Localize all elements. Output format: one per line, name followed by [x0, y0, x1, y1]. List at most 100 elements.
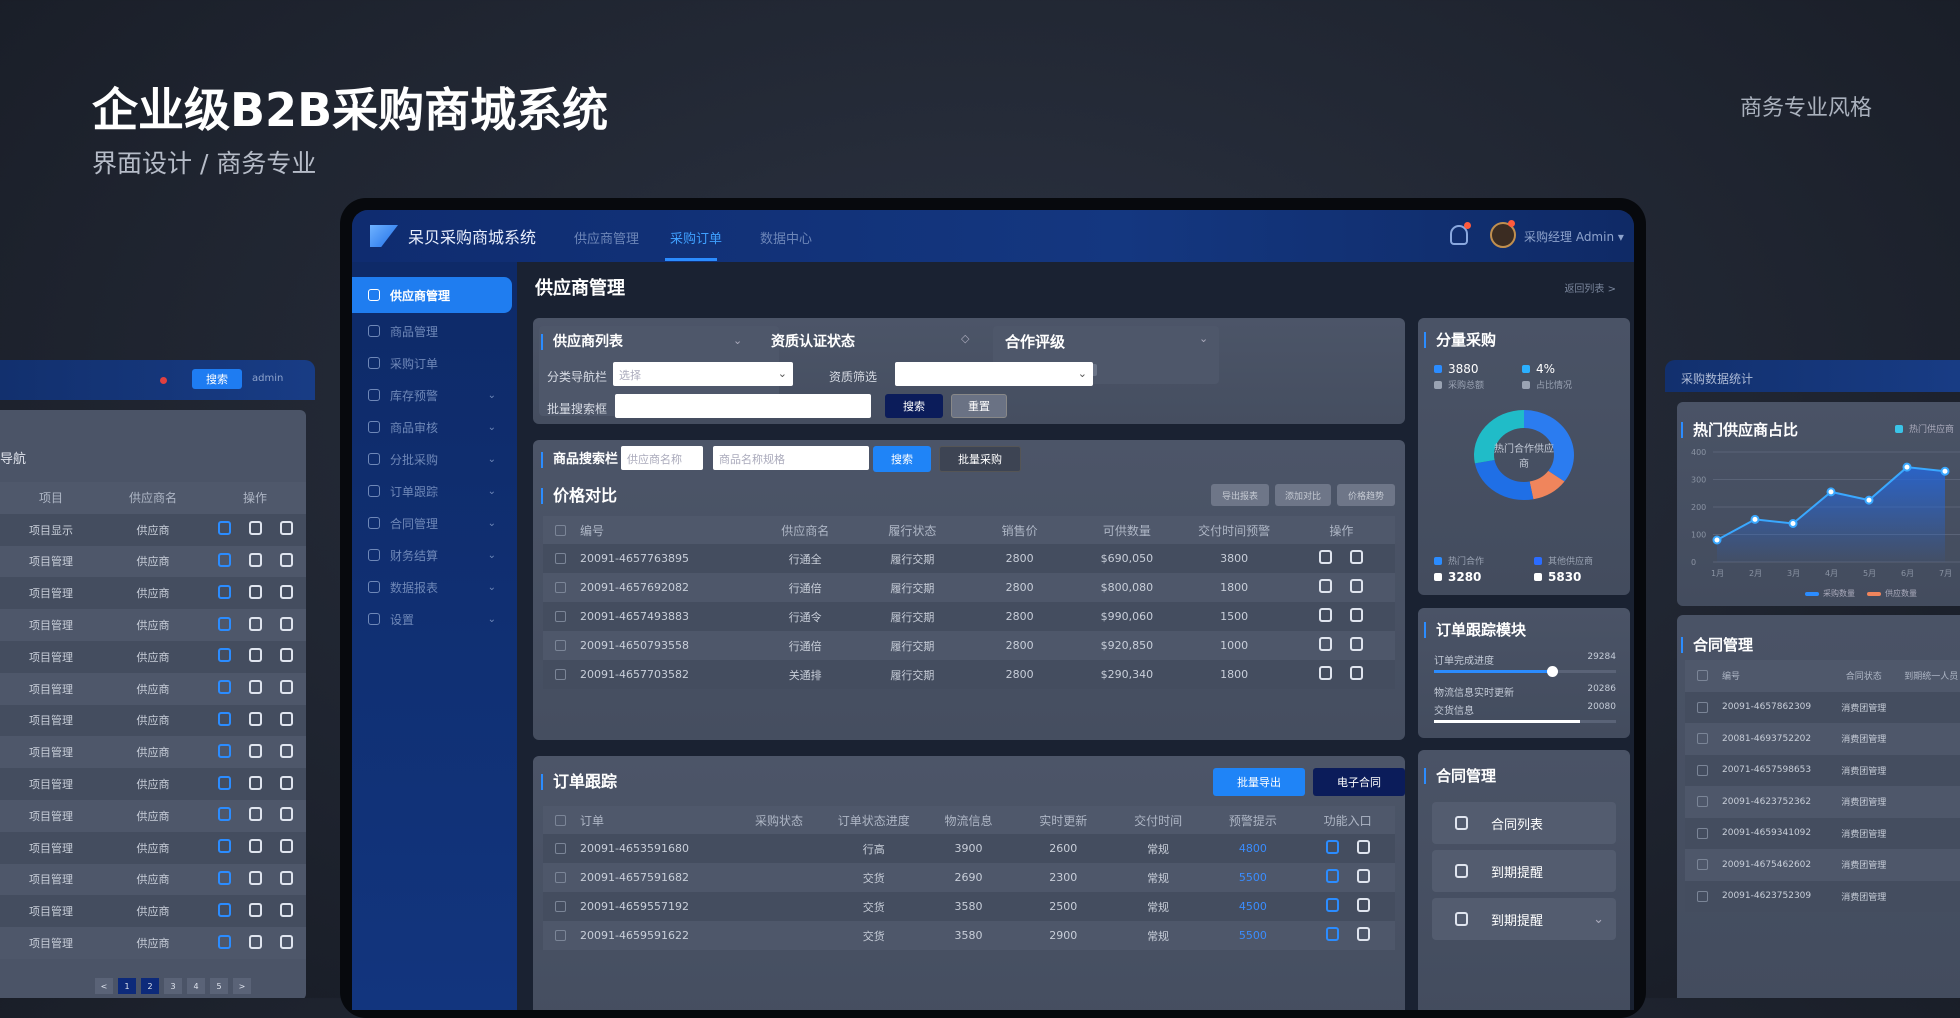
- batch-search-input[interactable]: [615, 394, 871, 418]
- download-icon[interactable]: [1357, 898, 1370, 912]
- select-all-checkbox[interactable]: [555, 525, 566, 536]
- row-checkbox[interactable]: [1697, 733, 1708, 744]
- clipboard-icon[interactable]: [1326, 898, 1339, 912]
- chevron-down-icon[interactable]: ⌄: [1199, 332, 1208, 345]
- home-icon[interactable]: [218, 807, 231, 821]
- row-checkbox[interactable]: [1697, 702, 1708, 713]
- card-icon[interactable]: [280, 521, 293, 535]
- sidebar-item[interactable]: 财务结算⌄: [352, 537, 512, 573]
- building-icon[interactable]: [249, 839, 262, 853]
- row-checkbox[interactable]: [555, 843, 566, 854]
- breadcrumb-link[interactable]: 返回列表 >: [1564, 280, 1616, 295]
- sidebar-item[interactable]: 采购订单: [352, 345, 512, 381]
- nav-suppliers[interactable]: 供应商管理: [574, 228, 639, 247]
- chevron-down-icon[interactable]: ⌄: [488, 550, 496, 561]
- data-point[interactable]: [1790, 520, 1797, 527]
- left-search-button[interactable]: 搜索: [192, 369, 242, 389]
- document-icon[interactable]: [1350, 637, 1363, 651]
- download-icon[interactable]: [1357, 927, 1370, 941]
- building-icon[interactable]: [249, 617, 262, 631]
- page-button[interactable]: <: [95, 978, 113, 994]
- batch-purchase-button[interactable]: 批量采购: [939, 446, 1021, 472]
- row-checkbox[interactable]: [555, 930, 566, 941]
- sidebar-item[interactable]: 供应商管理: [352, 277, 512, 313]
- row-checkbox[interactable]: [555, 611, 566, 622]
- reset-button[interactable]: 重置: [951, 394, 1007, 418]
- data-point[interactable]: [1942, 468, 1949, 475]
- page-button[interactable]: 1: [118, 978, 136, 994]
- sidebar-item[interactable]: 商品审核⌄: [352, 409, 512, 445]
- row-checkbox[interactable]: [555, 669, 566, 680]
- home-icon[interactable]: [218, 680, 231, 694]
- row-checkbox[interactable]: [555, 872, 566, 883]
- row-checkbox[interactable]: [1697, 891, 1708, 902]
- row-checkbox[interactable]: [555, 553, 566, 564]
- card-icon[interactable]: [280, 585, 293, 599]
- card-icon[interactable]: [280, 553, 293, 567]
- supplier-name-input[interactable]: 供应商名称: [621, 446, 703, 470]
- row-checkbox[interactable]: [555, 901, 566, 912]
- table-row[interactable]: 项目管理供应商: [0, 768, 306, 800]
- filter-icon[interactable]: ◇: [961, 332, 969, 345]
- sidebar-item[interactable]: 订单跟踪⌄: [352, 473, 512, 509]
- export-report-button[interactable]: 导出报表: [1211, 484, 1269, 506]
- building-icon[interactable]: [249, 935, 262, 949]
- building-icon[interactable]: [249, 712, 262, 726]
- page-button[interactable]: 2: [141, 978, 159, 994]
- data-point[interactable]: [1904, 464, 1911, 471]
- building-icon[interactable]: [249, 585, 262, 599]
- view-icon[interactable]: [1319, 666, 1332, 680]
- view-icon[interactable]: [1319, 550, 1332, 564]
- price-trend-button[interactable]: 价格趋势: [1337, 484, 1395, 506]
- batch-export-button[interactable]: 批量导出: [1213, 768, 1305, 796]
- card-icon[interactable]: [280, 871, 293, 885]
- table-row[interactable]: 项目管理供应商: [0, 927, 306, 959]
- card-icon[interactable]: [280, 807, 293, 821]
- select-all-checkbox[interactable]: [1697, 670, 1708, 681]
- chevron-down-icon[interactable]: ⌄: [1593, 912, 1604, 927]
- building-icon[interactable]: [249, 871, 262, 885]
- chevron-down-icon[interactable]: ⌄: [488, 518, 496, 529]
- building-icon[interactable]: [249, 807, 262, 821]
- row-checkbox[interactable]: [555, 582, 566, 593]
- chevron-down-icon[interactable]: ⌄: [488, 614, 496, 625]
- home-icon[interactable]: [218, 744, 231, 758]
- table-row[interactable]: 项目管理供应商: [0, 895, 306, 927]
- sidebar-item[interactable]: 数据报表⌄: [352, 569, 512, 605]
- table-row[interactable]: 项目管理供应商: [0, 736, 306, 768]
- building-icon[interactable]: [249, 776, 262, 790]
- card-icon[interactable]: [280, 744, 293, 758]
- home-icon[interactable]: [218, 839, 231, 853]
- home-icon[interactable]: [218, 776, 231, 790]
- card-icon[interactable]: [280, 839, 293, 853]
- category-select[interactable]: 选择⌄: [613, 362, 793, 386]
- row-checkbox[interactable]: [1697, 796, 1708, 807]
- building-icon[interactable]: [249, 903, 262, 917]
- home-icon[interactable]: [218, 617, 231, 631]
- chevron-down-icon[interactable]: ⌄: [488, 422, 496, 433]
- home-icon[interactable]: [218, 903, 231, 917]
- chevron-down-icon[interactable]: ⌄: [488, 486, 496, 497]
- table-row[interactable]: 项目管理供应商: [0, 832, 306, 864]
- home-icon[interactable]: [218, 935, 231, 949]
- table-row[interactable]: 项目管理供应商: [0, 864, 306, 896]
- home-icon[interactable]: [218, 648, 231, 662]
- clipboard-icon[interactable]: [1326, 840, 1339, 854]
- building-icon[interactable]: [249, 744, 262, 758]
- document-icon[interactable]: [1350, 608, 1363, 622]
- card-icon[interactable]: [280, 903, 293, 917]
- chevron-down-icon[interactable]: ⌄: [488, 582, 496, 593]
- card-icon[interactable]: [280, 712, 293, 726]
